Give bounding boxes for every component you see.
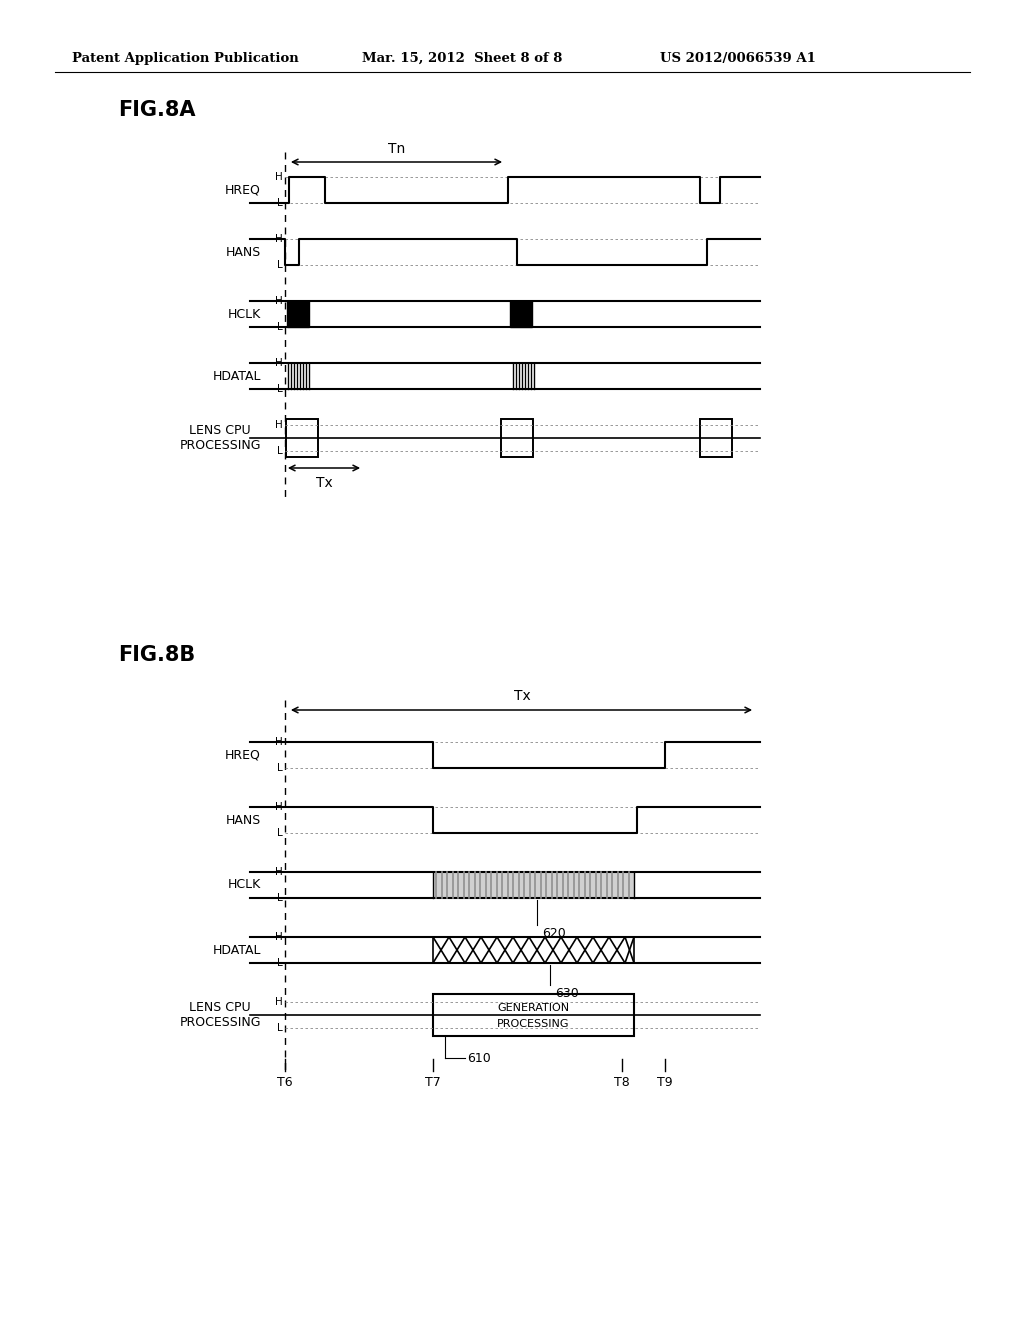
Bar — [510, 301, 532, 327]
Text: LENS CPU
PROCESSING: LENS CPU PROCESSING — [179, 1001, 261, 1030]
Text: L: L — [278, 322, 283, 333]
Text: HANS: HANS — [225, 246, 261, 259]
Text: 610: 610 — [467, 1052, 490, 1064]
Text: FIG.8A: FIG.8A — [118, 100, 196, 120]
Text: H: H — [275, 172, 283, 182]
Text: H: H — [275, 867, 283, 876]
Text: T7: T7 — [425, 1076, 441, 1089]
Text: Tx: Tx — [514, 689, 530, 704]
Bar — [433, 873, 634, 898]
Text: L: L — [278, 1023, 283, 1034]
Text: HCLK: HCLK — [227, 308, 261, 321]
Text: H: H — [275, 296, 283, 306]
Text: FIG.8B: FIG.8B — [118, 645, 196, 665]
Text: HREQ: HREQ — [225, 748, 261, 762]
Text: H: H — [275, 420, 283, 430]
Text: Tn: Tn — [388, 143, 406, 156]
Text: H: H — [275, 737, 283, 747]
Text: L: L — [278, 958, 283, 968]
Text: HDATAL: HDATAL — [213, 944, 261, 957]
Text: L: L — [278, 384, 283, 393]
Text: LENS CPU
PROCESSING: LENS CPU PROCESSING — [179, 424, 261, 451]
Text: H: H — [275, 234, 283, 244]
Text: L: L — [278, 894, 283, 903]
Bar — [700, 418, 732, 457]
Text: L: L — [278, 828, 283, 838]
Text: L: L — [278, 763, 283, 774]
Text: HDATAL: HDATAL — [213, 370, 261, 383]
Text: 630: 630 — [555, 987, 579, 1001]
Bar — [286, 418, 318, 457]
Text: H: H — [275, 803, 283, 812]
Text: T8: T8 — [614, 1076, 630, 1089]
Text: Patent Application Publication: Patent Application Publication — [72, 51, 299, 65]
Bar — [433, 994, 634, 1036]
Bar — [433, 937, 634, 964]
Text: L: L — [278, 446, 283, 455]
Bar — [501, 418, 534, 457]
Text: HCLK: HCLK — [227, 879, 261, 891]
Text: T9: T9 — [657, 1076, 673, 1089]
Text: GENERATION: GENERATION — [498, 1003, 569, 1012]
Text: HREQ: HREQ — [225, 183, 261, 197]
Text: Tx: Tx — [315, 477, 333, 490]
Text: Mar. 15, 2012  Sheet 8 of 8: Mar. 15, 2012 Sheet 8 of 8 — [362, 51, 562, 65]
Text: L: L — [278, 198, 283, 209]
Text: 620: 620 — [542, 927, 565, 940]
Text: US 2012/0066539 A1: US 2012/0066539 A1 — [660, 51, 816, 65]
Text: T6: T6 — [278, 1076, 293, 1089]
Text: H: H — [275, 932, 283, 942]
Text: H: H — [275, 997, 283, 1007]
Bar — [287, 301, 309, 327]
Text: L: L — [278, 260, 283, 271]
Text: HANS: HANS — [225, 813, 261, 826]
Text: H: H — [275, 358, 283, 368]
Text: PROCESSING: PROCESSING — [498, 1019, 569, 1030]
